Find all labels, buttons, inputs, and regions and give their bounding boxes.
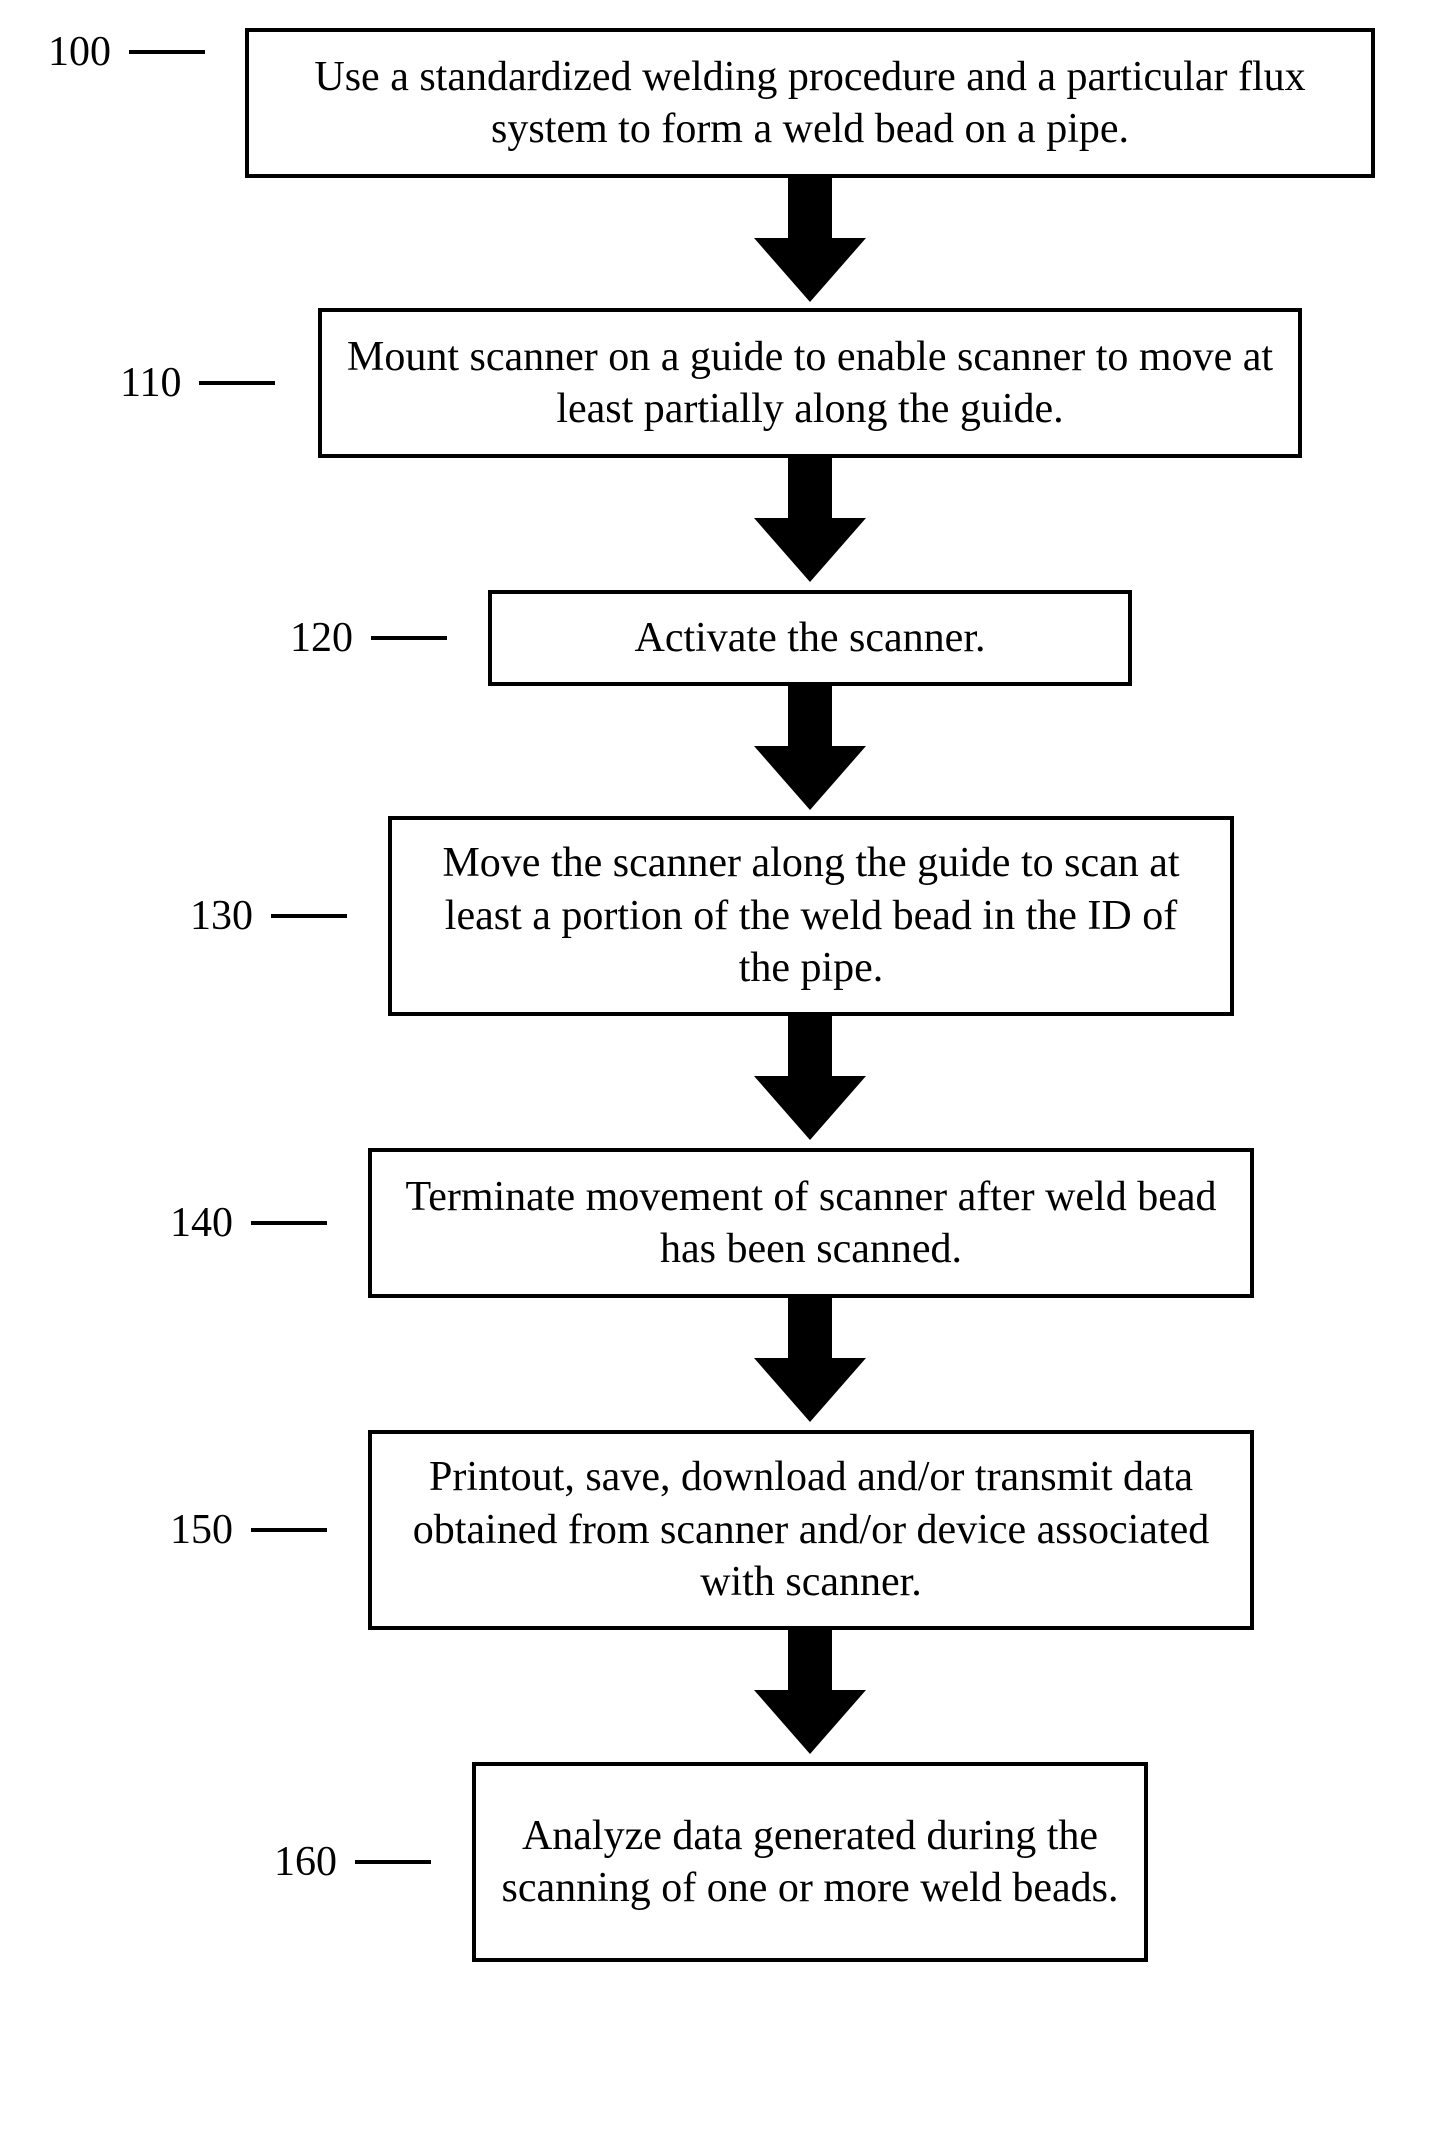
- arrow-shaft: [788, 458, 832, 518]
- step-box-120: Activate the scanner.: [488, 590, 1132, 686]
- step-110: 110: [120, 308, 275, 458]
- step-label-160: 160: [274, 1838, 337, 1886]
- step-150: 150: [170, 1430, 327, 1630]
- step-box-130: Move the scanner along the guide to scan…: [388, 816, 1234, 1016]
- arrow-shaft: [788, 1630, 832, 1690]
- arrow-150-160: [754, 1630, 866, 1754]
- step-label-100: 100: [48, 28, 111, 76]
- arrow-100-110: [754, 178, 866, 302]
- step-100: 100: [48, 28, 205, 76]
- arrow-shaft: [788, 686, 832, 746]
- arrow-head-icon: [754, 1076, 866, 1140]
- arrow-head-icon: [754, 1358, 866, 1422]
- step-text-140: Terminate movement of scanner after weld…: [396, 1171, 1226, 1276]
- arrow-shaft: [788, 1298, 832, 1358]
- arrow-140-150: [754, 1298, 866, 1422]
- step-box-140: Terminate movement of scanner after weld…: [368, 1148, 1254, 1298]
- connector-130: [271, 914, 347, 918]
- connector-160: [355, 1860, 431, 1864]
- step-text-150: Printout, save, download and/or transmit…: [396, 1451, 1226, 1609]
- step-text-110: Mount scanner on a guide to enable scann…: [346, 331, 1274, 436]
- step-label-140: 140: [170, 1199, 233, 1247]
- step-120: 120: [290, 590, 447, 686]
- step-box-150: Printout, save, download and/or transmit…: [368, 1430, 1254, 1630]
- arrow-head-icon: [754, 746, 866, 810]
- step-text-130: Move the scanner along the guide to scan…: [416, 837, 1206, 995]
- step-label-120: 120: [290, 614, 353, 662]
- arrow-head-icon: [754, 518, 866, 582]
- arrow-head-icon: [754, 1690, 866, 1754]
- connector-120: [371, 636, 447, 640]
- step-box-160: Analyze data generated during the scanni…: [472, 1762, 1148, 1962]
- arrow-shaft: [788, 1016, 832, 1076]
- step-text-160: Analyze data generated during the scanni…: [500, 1810, 1120, 1915]
- connector-140: [251, 1221, 327, 1225]
- connector-110: [199, 381, 275, 385]
- step-text-120: Activate the scanner.: [634, 612, 985, 665]
- step-160: 160: [274, 1762, 431, 1962]
- arrow-130-140: [754, 1016, 866, 1140]
- arrow-120-130: [754, 686, 866, 810]
- connector-100: [129, 50, 205, 54]
- step-box-110: Mount scanner on a guide to enable scann…: [318, 308, 1302, 458]
- connector-150: [251, 1528, 327, 1532]
- step-label-110: 110: [120, 359, 181, 407]
- step-140: 140: [170, 1148, 327, 1298]
- arrow-110-120: [754, 458, 866, 582]
- step-box-100: Use a standardized welding procedure and…: [245, 28, 1375, 178]
- step-label-150: 150: [170, 1506, 233, 1554]
- step-text-100: Use a standardized welding procedure and…: [273, 51, 1347, 156]
- arrow-head-icon: [754, 238, 866, 302]
- flowchart-container: 100 Use a standardized welding procedure…: [0, 0, 1454, 2129]
- arrow-shaft: [788, 178, 832, 238]
- step-130: 130: [190, 816, 347, 1016]
- step-label-130: 130: [190, 892, 253, 940]
